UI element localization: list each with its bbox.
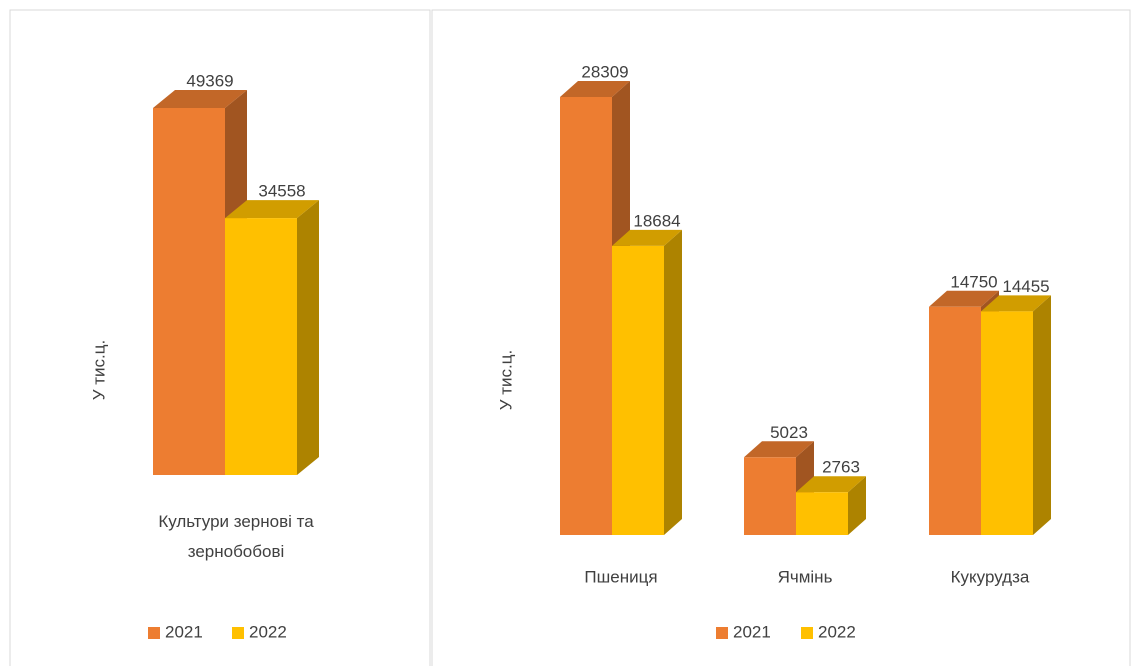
panel-right: [431, 9, 1131, 666]
bar-top: [929, 290, 999, 307]
data-label: 14455: [1002, 277, 1049, 296]
bar: [796, 476, 866, 535]
y-axis-label: У тис.ц.: [496, 350, 515, 411]
bar-side: [848, 476, 866, 535]
legend-swatch: [232, 627, 244, 639]
bar-top: [744, 441, 814, 458]
bar-front: [612, 245, 664, 535]
panel-left: [9, 9, 431, 666]
bar-side: [664, 229, 682, 535]
legend-swatch: [716, 627, 728, 639]
y-axis-label: У тис.ц.: [89, 340, 108, 401]
bar-top: [225, 200, 319, 219]
data-label: 14750: [950, 272, 997, 291]
bar-front: [560, 97, 612, 535]
bar-front: [981, 311, 1033, 535]
bar-front: [225, 218, 297, 475]
bar-top: [560, 81, 630, 97]
legend-swatch: [148, 627, 160, 639]
x-tick-label: Культури зернові та зернобобові: [158, 512, 314, 561]
bar-side: [1033, 295, 1051, 535]
bar-front: [153, 108, 225, 475]
x-tick-label: Кукурудза: [951, 567, 1030, 586]
data-label: 18684: [633, 211, 680, 230]
legend-swatch: [801, 627, 813, 639]
bar-front: [796, 492, 848, 535]
bar-top: [981, 295, 1051, 312]
bar: [225, 200, 319, 475]
bar: [981, 295, 1051, 535]
data-label: 49369: [186, 71, 233, 90]
legend-label: 2021: [733, 622, 771, 641]
x-tick-label: Ячмінь: [778, 567, 833, 586]
data-label: 2763: [822, 458, 860, 477]
x-tick-label: Пшениця: [584, 567, 657, 586]
bar-side: [297, 200, 319, 475]
legend-label: 2021: [165, 622, 203, 641]
bar-front: [744, 457, 796, 535]
bar-top: [153, 90, 247, 108]
legend-label: 2022: [818, 622, 856, 641]
bar-front: [929, 306, 981, 535]
data-label: 5023: [770, 423, 808, 442]
bar-top: [612, 229, 682, 246]
data-label: 34558: [258, 182, 305, 201]
legend-label: 2022: [249, 622, 287, 641]
data-label: 28309: [581, 62, 628, 81]
bar: [612, 229, 682, 535]
bar-top: [796, 476, 866, 493]
